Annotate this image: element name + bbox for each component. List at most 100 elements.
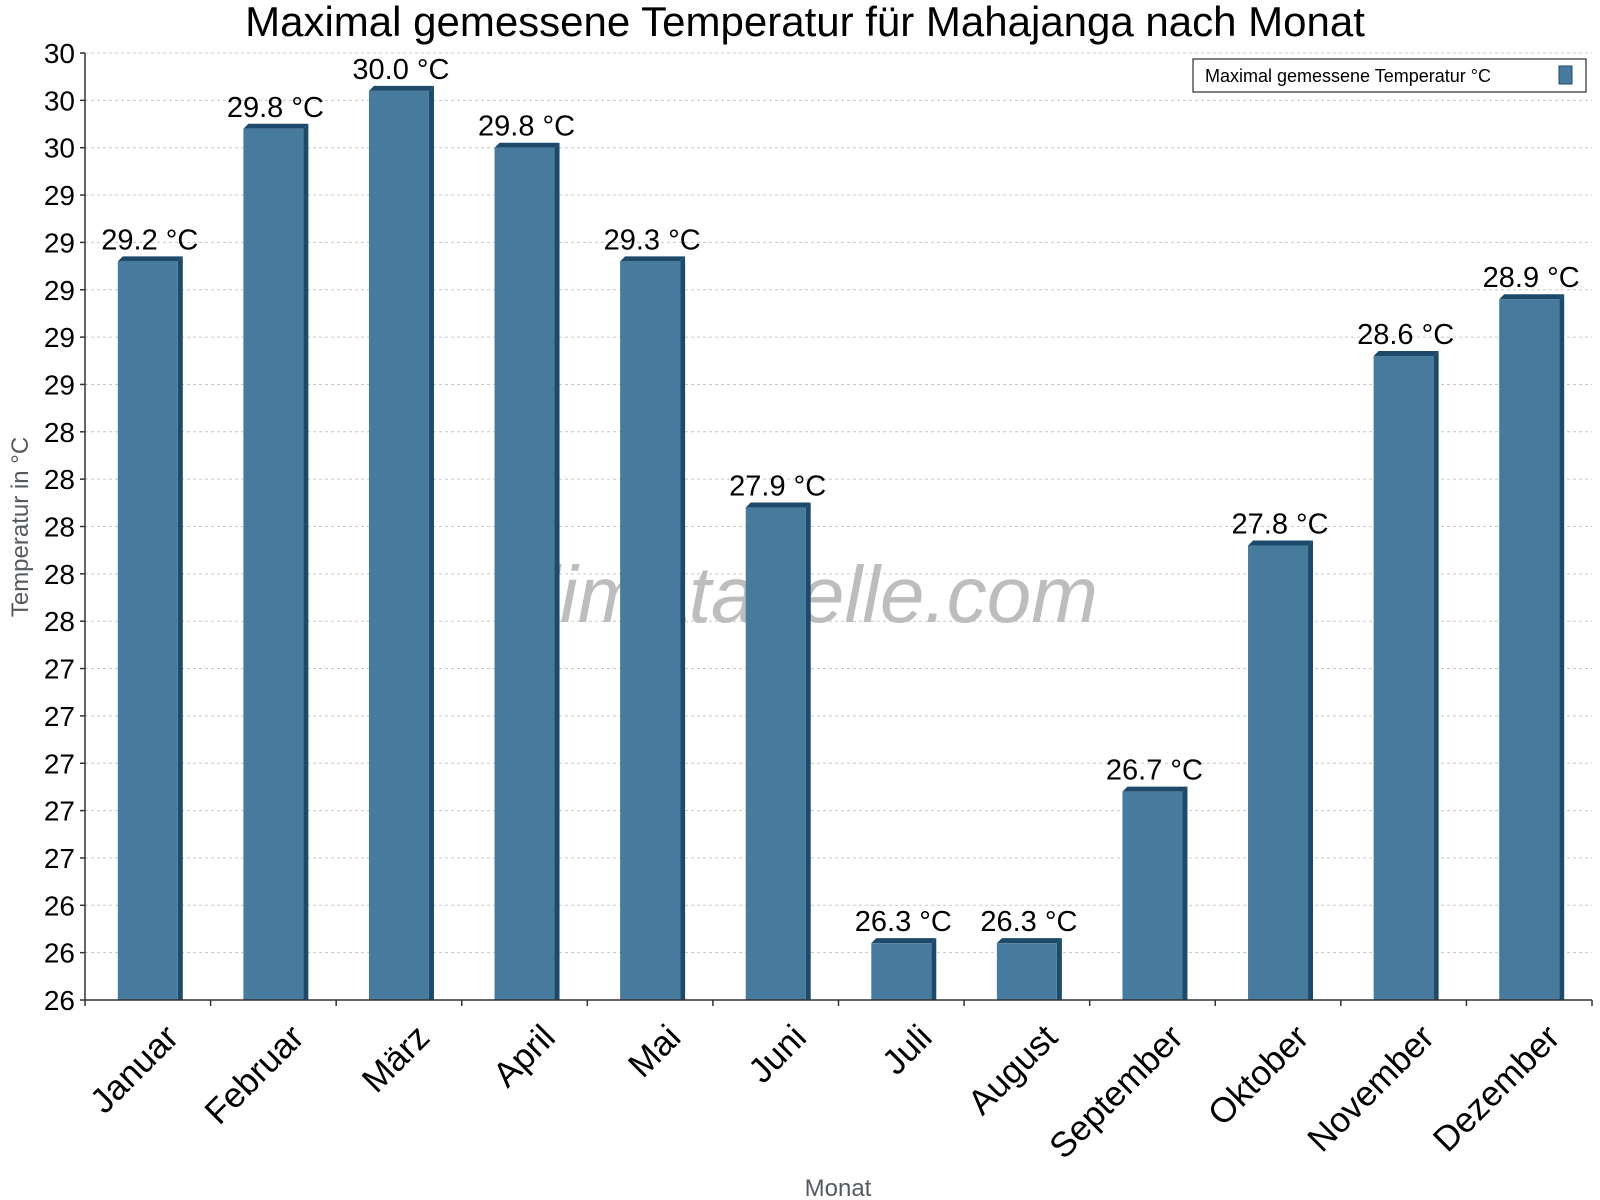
x-tick-label: Dezember [1426,1017,1568,1159]
data-label: 30.0 °C [352,54,449,86]
bar [243,123,309,1000]
bar-face [871,943,932,1000]
y-tick-label: 29 [44,322,75,353]
bar-top [117,256,183,262]
y-tick-label: 27 [44,748,75,779]
x-tick-label: August [960,1017,1065,1122]
data-label: 29.3 °C [604,224,701,256]
bar-side [554,142,560,1000]
x-tick-label: November [1300,1017,1442,1159]
bar-side [805,502,811,1000]
bar-face [494,147,555,1000]
y-tick-label: 29 [44,227,75,258]
bar [368,85,434,1000]
y-axis-ticks: 26 26 26 27 27 27 27 27 28 28 28 28 28 29 29 29 29 29 30 30… [44,38,85,1016]
x-tick-label: September [1042,1017,1191,1166]
bar-side [1559,294,1565,1001]
bar-face [368,90,429,1000]
x-tick-label: März [355,1018,438,1101]
bar [745,502,811,1000]
bar [1122,786,1188,1000]
bar-top [494,142,560,148]
data-label: 29.8 °C [227,92,324,124]
data-label: 26.3 °C [980,906,1077,938]
bar-side [428,85,434,1000]
bar-top [620,256,686,262]
x-tick-label: Juli [875,1018,940,1083]
y-tick-label: 30 [44,85,75,116]
bar-face [745,507,806,1000]
y-tick-label: 26 [44,985,75,1016]
y-tick-label: 27 [44,796,75,827]
bar-side [680,256,686,1001]
bar [1248,540,1314,1000]
bar-top [871,938,937,944]
y-tick-label: 28 [44,559,75,590]
x-tick-label: April [486,1018,563,1095]
bar-side [1308,540,1314,1000]
data-label: 27.8 °C [1232,508,1329,540]
data-label: 27.9 °C [729,471,826,503]
bar [117,256,183,1001]
y-tick-label: 26 [44,938,75,969]
legend-label: Maximal gemessene Temperatur °C [1205,66,1491,86]
bar-top [1499,294,1565,300]
bar-side [931,938,937,1000]
legend: Maximal gemessene Temperatur °C [1192,58,1587,93]
bar [996,938,1062,1000]
y-tick-label: 26 [44,890,75,921]
y-tick-label: 29 [44,180,75,211]
y-axis-title: Temperatur in °C [7,437,34,617]
bar-side [177,256,183,1001]
bar-side [1433,351,1439,1000]
bar-face [1122,791,1183,1000]
y-tick-label: 28 [44,512,75,543]
bar-side [1056,938,1062,1000]
bar [494,142,560,1000]
x-axis-ticks: Januar Februar März April Mai Juni Juli AugustS… [83,1000,1593,1166]
y-tick-label: 27 [44,843,75,874]
bar-face [243,128,304,1000]
y-tick-label: 28 [44,606,75,637]
data-label: 28.6 °C [1357,319,1454,351]
bar-top [1373,351,1439,357]
chart-title: Maximal gemessene Temperatur für Mahajan… [245,0,1365,45]
data-labels: 29.2 °C 29.8 °C 30.0 °C 29.8 °C 29.3 °C 27.9 … [101,54,1579,938]
legend-box [1192,58,1587,93]
bar-top [745,502,811,508]
bar-top [1122,786,1188,792]
y-tick-label: 28 [44,464,75,495]
data-label: 28.9 °C [1483,262,1580,294]
bar-top [368,85,434,91]
bar-face [1373,356,1434,1000]
y-tick-label: 27 [44,654,75,685]
bar [1373,351,1439,1000]
y-tick-label: 27 [44,701,75,732]
x-tick-label: Februar [197,1017,311,1131]
y-tick-label: 30 [44,38,75,69]
bar [1499,294,1565,1001]
data-label: 29.2 °C [101,224,198,256]
bars [117,85,1565,1001]
bar-top [243,123,309,129]
bar-side [1182,786,1188,1000]
data-label: 26.7 °C [1106,755,1203,787]
bar-face [996,943,1057,1000]
data-label: 26.3 °C [855,906,952,938]
bar-top [996,938,1062,944]
x-axis-title: Monat [805,1175,872,1200]
x-tick-label: Oktober [1201,1017,1317,1133]
bar-face [1499,299,1560,1001]
bar-side [303,123,309,1000]
bar [871,938,937,1000]
bar-face [620,261,681,1001]
bar-face [1248,545,1309,1000]
y-tick-label: 28 [44,417,75,448]
data-label: 29.8 °C [478,111,575,143]
x-tick-label: Mai [621,1018,688,1085]
bar [620,256,686,1001]
bar-face [117,261,178,1001]
x-tick-label: Januar [83,1017,186,1120]
legend-swatch [1558,65,1573,85]
